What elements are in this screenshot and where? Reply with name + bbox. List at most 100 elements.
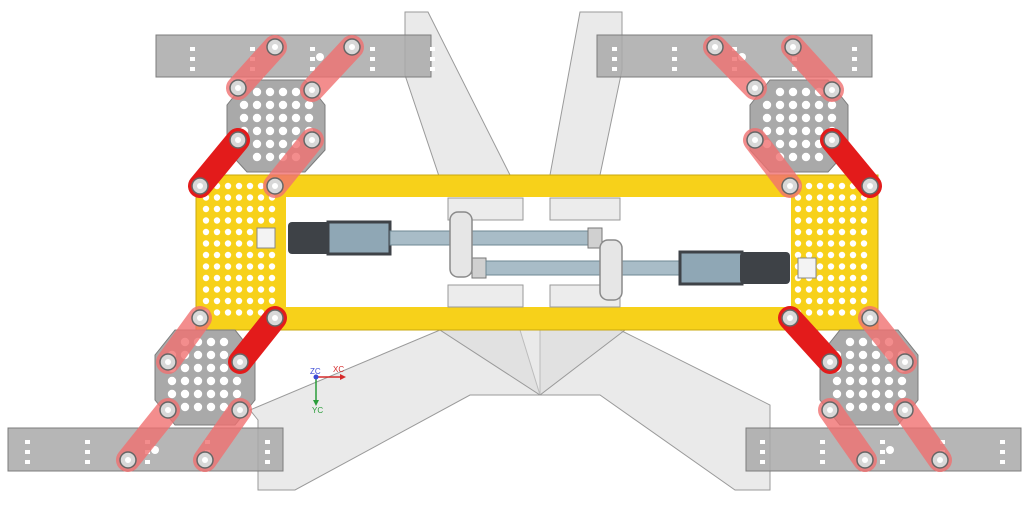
- frame-hole: [268, 217, 276, 224]
- frame-hole: [816, 205, 824, 213]
- frame-hole: [224, 297, 232, 305]
- frame-hole: [224, 309, 232, 316]
- hex-plate-hole: [788, 100, 798, 110]
- hex-plate-hole: [252, 126, 262, 136]
- bar-slot: [370, 67, 375, 71]
- bar-slot: [190, 57, 195, 61]
- frame-hole: [202, 251, 210, 259]
- frame-hole: [202, 297, 210, 305]
- hex-plate-hole: [801, 152, 811, 162]
- frame-hole: [235, 286, 243, 293]
- bar-slot: [880, 450, 885, 454]
- frame-hole: [849, 297, 857, 305]
- frame-hole: [860, 240, 868, 247]
- hex-plate-hole: [278, 126, 288, 136]
- bar-slot: [612, 67, 617, 71]
- frame-hole: [860, 217, 868, 224]
- linkage-bar: [818, 398, 877, 472]
- bar-slot: [85, 450, 90, 454]
- hex-plate-hole: [278, 100, 288, 110]
- actuator-left-clevis: [256, 227, 276, 249]
- frame-hole: [268, 263, 276, 270]
- frame-hole: [268, 297, 276, 305]
- bar-slot: [310, 67, 315, 71]
- y-axis-arrowhead: [313, 400, 319, 406]
- bar-slot: [852, 57, 857, 61]
- hex-plate-hole: [180, 363, 190, 373]
- hex-plate-hole: [762, 100, 772, 110]
- frame-hole: [794, 297, 802, 305]
- frame-hole: [838, 286, 846, 293]
- bar-slot: [145, 460, 150, 464]
- bar-slot: [370, 57, 375, 61]
- hex-plate-hole: [252, 87, 262, 97]
- y-axis-label: YC: [312, 406, 323, 415]
- bar-slot: [672, 57, 677, 61]
- hex-plate-hole: [801, 87, 811, 97]
- hex-plate-hole: [252, 139, 262, 149]
- frame-hole: [268, 286, 276, 293]
- actuator-right-rod: [485, 260, 681, 276]
- hex-plate-hole: [265, 139, 275, 149]
- z-axis-label: ZC: [310, 367, 321, 376]
- frame-hole: [213, 240, 221, 247]
- bar-slot: [792, 67, 797, 71]
- hex-plate-hole: [180, 376, 190, 386]
- hex-plate-hole: [167, 376, 177, 386]
- hex-plate-hole: [814, 152, 824, 162]
- frame-hole: [235, 274, 243, 282]
- frame-hole: [816, 194, 824, 201]
- frame-hole: [827, 286, 835, 293]
- frame-hole: [213, 217, 221, 224]
- actuator-right: [471, 250, 817, 286]
- frame-hole: [224, 240, 232, 247]
- frame-hole: [246, 240, 254, 247]
- frame-hole: [816, 274, 824, 282]
- frame-hole: [860, 228, 868, 236]
- frame-hole: [235, 217, 243, 224]
- hex-plate-hole: [265, 100, 275, 110]
- hex-plate-hole: [219, 337, 229, 347]
- hex-plate-hole: [291, 113, 301, 123]
- linkage-bar: [228, 306, 287, 374]
- frame-hole: [794, 286, 802, 293]
- bar-hole: [316, 53, 324, 61]
- hex-plate-hole: [206, 363, 216, 373]
- hex-plate-hole: [832, 389, 842, 399]
- frame-hole: [246, 286, 254, 293]
- frame-hole: [235, 251, 243, 259]
- bar-slot: [370, 47, 375, 51]
- frame-hole: [849, 274, 857, 282]
- actuator-left-body: [326, 220, 392, 256]
- frame-hole: [224, 274, 232, 282]
- frame-hole: [794, 217, 802, 224]
- frame-hole: [257, 205, 265, 213]
- hex-plate-hole: [845, 389, 855, 399]
- frame-hole: [849, 205, 857, 213]
- hex-plate-hole: [884, 363, 894, 373]
- frame-hole: [257, 297, 265, 305]
- frame-hole: [202, 263, 210, 270]
- frame-hole: [827, 297, 835, 305]
- bar-slot: [85, 460, 90, 464]
- linkage-bar: [193, 398, 252, 472]
- frame-hole: [268, 205, 276, 213]
- linkage-bar: [156, 306, 212, 374]
- bar-slot: [1000, 460, 1005, 464]
- hex-plate-hole: [801, 113, 811, 123]
- pivot-drum-left: [449, 211, 473, 278]
- actuator-right-body: [678, 250, 744, 286]
- frame-hole: [816, 297, 824, 305]
- hex-plate-holes: [167, 87, 907, 412]
- frame-hole: [816, 263, 824, 270]
- frame-hole: [827, 228, 835, 236]
- hex-plate-hole: [278, 87, 288, 97]
- hex-plate-hole: [788, 113, 798, 123]
- hex-plate-hole: [219, 350, 229, 360]
- frame-hole: [246, 205, 254, 213]
- frame-hole: [235, 228, 243, 236]
- bar-hole: [886, 446, 894, 454]
- pivot-drums: [449, 211, 623, 301]
- hex-plate-hole: [858, 376, 868, 386]
